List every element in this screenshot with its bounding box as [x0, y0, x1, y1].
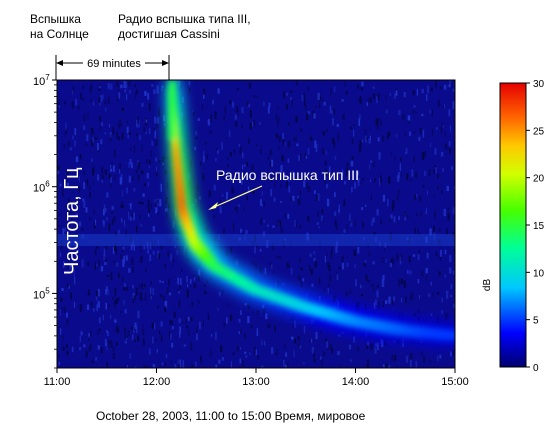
- delay-arrow-left: [56, 60, 63, 66]
- colorbar-tick-label: 10: [533, 268, 545, 279]
- flare-label-line1: Вспышка: [30, 12, 81, 26]
- y-axis-label: Частота, Гц: [61, 167, 83, 275]
- flare-label: Вспышка на Солнце: [30, 12, 89, 42]
- footer-time-label: Время, мировое: [274, 409, 366, 423]
- burst-arrow: [211, 185, 263, 209]
- x-tick-label: 14:00: [342, 376, 370, 388]
- x-tick-label: 12:00: [143, 376, 171, 388]
- colorbar: [499, 82, 527, 368]
- colorbar-tick-label: 25: [533, 126, 545, 137]
- x-tick-label: 11:00: [44, 376, 71, 388]
- x-tick-label: 13:00: [242, 376, 270, 388]
- cassini-label-line1: Радио вспышка типа III,: [118, 12, 251, 26]
- y-tick-label: 105: [33, 286, 50, 301]
- colorbar-ticks: 0 5 10 15 20 25 30: [526, 79, 545, 374]
- colorbar-tick-label: 0: [533, 363, 539, 374]
- colorbar-tick-label: 15: [533, 221, 545, 232]
- burst-arrow-head: [208, 202, 218, 210]
- y-tick-label: 107: [33, 73, 50, 88]
- burst-label: Радио вспышка тип III: [216, 167, 359, 183]
- colorbar-tick-label: 5: [533, 316, 539, 327]
- x-axis: 11:00 12:00 13:00 14:00 15:00: [44, 368, 469, 388]
- noise-background: [57, 80, 455, 368]
- footer-date-range: October 28, 2003, 11:00 to 15:00: [96, 409, 272, 423]
- y-tick-label: 106: [33, 180, 50, 195]
- delay-label: 69 minutes: [87, 58, 141, 70]
- flare-label-line2: на Солнце: [30, 27, 89, 41]
- x-tick-label: 15:00: [441, 376, 469, 388]
- footer-caption: October 28, 2003, 11:00 to 15:00 Время, …: [96, 409, 365, 423]
- delay-label-bg: [83, 56, 145, 70]
- colorbar-tick-label: 20: [533, 174, 545, 185]
- y-axis: 107 106 105: [33, 73, 57, 369]
- cassini-label-line2: достигшая Cassini: [118, 27, 220, 41]
- interference-band: [57, 234, 455, 246]
- colorbar-tick-label: 30: [533, 79, 545, 90]
- colorbar-unit: dB: [482, 279, 493, 292]
- cassini-label: Радио вспышка типа III, достигшая Cassin…: [118, 12, 251, 42]
- burst-core: [167, 80, 455, 341]
- delay-arrow-right: [162, 60, 169, 66]
